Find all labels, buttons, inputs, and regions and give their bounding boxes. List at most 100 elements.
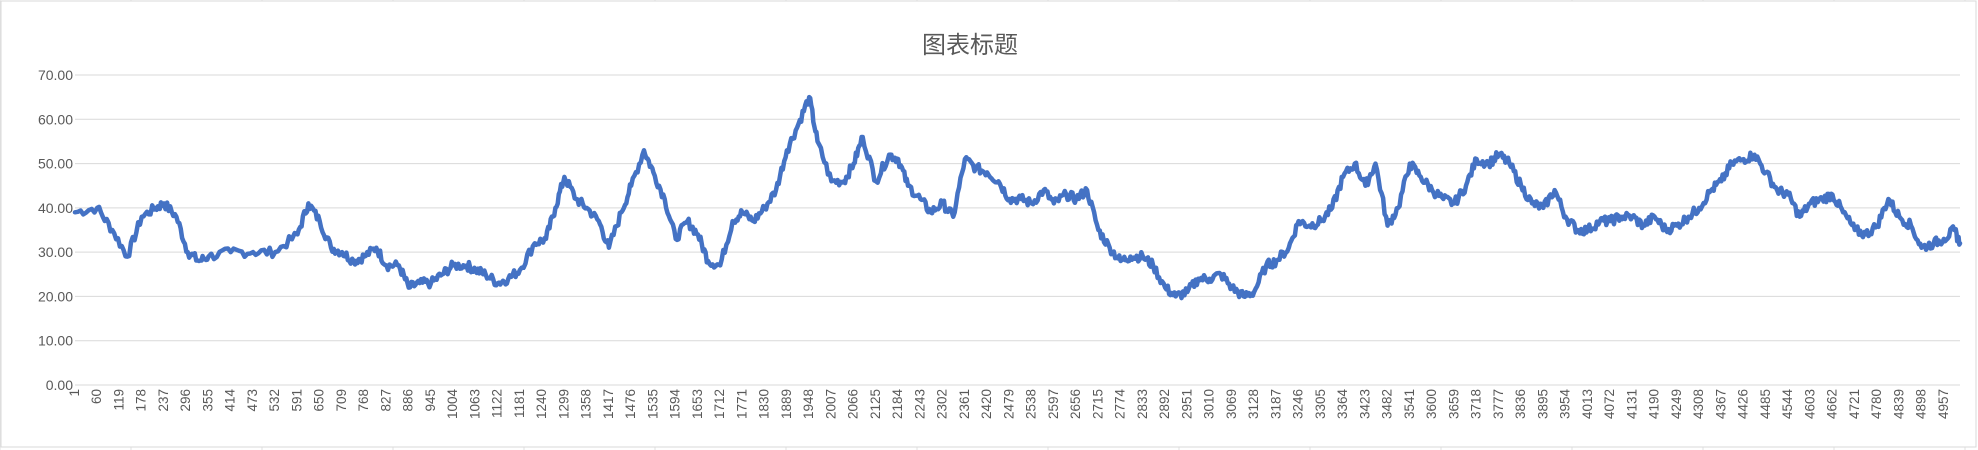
x-tick-label: 2361 <box>957 389 972 419</box>
x-tick-label: 650 <box>312 389 327 412</box>
x-tick-label: 4190 <box>1647 389 1662 419</box>
x-tick-label: 4308 <box>1691 389 1706 419</box>
x-tick-label: 4898 <box>1914 389 1929 419</box>
x-tick-label: 2833 <box>1135 389 1150 419</box>
x-tick-label: 3954 <box>1558 389 1573 420</box>
y-tick-label: 10.00 <box>38 333 73 349</box>
x-tick-label: 2066 <box>846 389 861 419</box>
y-tick-label: 30.00 <box>38 244 73 260</box>
x-tick-label: 414 <box>223 389 238 412</box>
x-tick-label: 1 <box>67 389 82 397</box>
x-tick-label: 1594 <box>668 389 683 420</box>
x-tick-label: 2538 <box>1024 389 1039 419</box>
x-tick-label: 2892 <box>1157 389 1172 419</box>
x-tick-label: 1653 <box>690 389 705 419</box>
x-tick-label: 2479 <box>1001 389 1016 419</box>
x-tick-label: 4131 <box>1624 389 1639 419</box>
x-tick-label: 2420 <box>979 389 994 419</box>
x-tick-label: 3659 <box>1446 389 1461 419</box>
plot-area[interactable] <box>72 94 1963 301</box>
y-tick-label: 20.00 <box>38 288 73 304</box>
x-tick-label: 4780 <box>1869 389 1884 419</box>
x-tick-label: 3541 <box>1402 389 1417 419</box>
y-tick-label: 40.00 <box>38 200 73 216</box>
x-tick-label: 4426 <box>1736 389 1751 419</box>
x-tick-label: 119 <box>111 389 126 411</box>
x-tick-label: 3069 <box>1224 389 1239 419</box>
x-tick-label: 4544 <box>1780 389 1795 420</box>
x-tick-label: 473 <box>245 389 260 412</box>
x-tick-label: 591 <box>289 389 304 412</box>
x-tick-label: 1358 <box>579 389 594 419</box>
x-tick-label: 3895 <box>1535 389 1550 419</box>
x-tick-label: 2125 <box>868 389 883 419</box>
x-tick-label: 237 <box>156 389 171 412</box>
x-tick-label: 768 <box>356 389 371 412</box>
x-tick-label: 2184 <box>890 389 905 420</box>
x-tick-label: 3010 <box>1202 389 1217 419</box>
x-tick-label: 1948 <box>801 389 816 419</box>
x-tick-label: 1240 <box>534 389 549 419</box>
x-tick-label: 4485 <box>1758 389 1773 419</box>
x-tick-label: 2951 <box>1179 389 1194 419</box>
x-tick-label: 1063 <box>467 389 482 419</box>
x-tick-label: 4662 <box>1825 389 1840 419</box>
x-tick-label: 4603 <box>1802 389 1817 419</box>
x-tick-label: 1889 <box>779 389 794 419</box>
x-tick-label: 3718 <box>1469 389 1484 419</box>
x-tick-label: 709 <box>334 389 349 412</box>
y-tick-label: 70.00 <box>38 67 73 83</box>
x-tick-label: 3423 <box>1357 389 1372 419</box>
x-tick-label: 3187 <box>1268 389 1283 419</box>
y-tick-label: 50.00 <box>38 156 73 172</box>
x-axis[interactable]: 1 60 119 178 237 296 355 414 473 532 591 650 709 768 8… <box>67 389 1951 420</box>
x-tick-label: 532 <box>267 389 282 412</box>
x-tick-label: 4957 <box>1936 389 1951 419</box>
x-tick-label: 3482 <box>1380 389 1395 419</box>
x-tick-label: 1004 <box>445 389 460 420</box>
x-tick-label: 2656 <box>1068 389 1083 419</box>
x-tick-label: 4072 <box>1602 389 1617 419</box>
x-tick-label: 296 <box>178 389 193 412</box>
x-tick-label: 60 <box>89 389 104 404</box>
x-tick-label: 4013 <box>1580 389 1595 419</box>
y-tick-label: 0.00 <box>46 377 73 393</box>
x-tick-label: 886 <box>401 389 416 412</box>
x-tick-label: 2243 <box>912 389 927 419</box>
series-line[interactable] <box>72 94 1963 301</box>
x-tick-label: 3836 <box>1513 389 1528 419</box>
x-tick-label: 2597 <box>1046 389 1061 419</box>
x-tick-label: 1181 <box>512 389 527 418</box>
x-tick-label: 4367 <box>1713 389 1728 419</box>
x-tick-label: 1535 <box>645 389 660 419</box>
x-tick-label: 827 <box>378 389 393 412</box>
x-tick-label: 3128 <box>1246 389 1261 419</box>
x-tick-label: 3777 <box>1491 389 1506 419</box>
x-tick-label: 1476 <box>623 389 638 419</box>
y-axis[interactable]: 0.00 10.00 20.00 30.00 40.00 50.00 60.00 70.00 <box>38 67 73 393</box>
x-tick-label: 3364 <box>1335 389 1350 420</box>
x-tick-label: 1122 <box>490 389 505 418</box>
x-tick-label: 4721 <box>1847 389 1862 419</box>
x-tick-label: 2715 <box>1090 389 1105 419</box>
x-tick-label: 4839 <box>1891 389 1906 419</box>
x-tick-label: 3246 <box>1291 389 1306 419</box>
x-tick-label: 1771 <box>734 389 749 419</box>
x-tick-label: 3600 <box>1424 389 1439 419</box>
x-tick-label: 1299 <box>556 389 571 419</box>
y-gridlines <box>75 74 1960 386</box>
x-tick-label: 355 <box>200 389 215 412</box>
x-tick-label: 3305 <box>1313 389 1328 419</box>
y-tick-label: 60.00 <box>38 111 73 127</box>
x-tick-label: 2774 <box>1113 389 1128 420</box>
x-tick-label: 2007 <box>823 389 838 419</box>
x-tick-label: 4249 <box>1669 389 1684 419</box>
x-tick-label: 1712 <box>712 389 727 419</box>
x-tick-label: 178 <box>134 389 149 412</box>
x-tick-label: 1417 <box>601 389 616 419</box>
x-tick-label: 945 <box>423 389 438 412</box>
x-tick-label: 2302 <box>935 389 950 419</box>
chart-title[interactable]: 图表标题 <box>922 31 1018 59</box>
